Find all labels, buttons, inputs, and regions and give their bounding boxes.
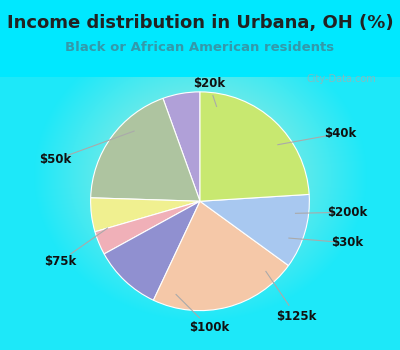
Wedge shape <box>95 201 200 254</box>
Wedge shape <box>163 92 200 201</box>
Text: $50k: $50k <box>40 153 72 166</box>
Text: $40k: $40k <box>324 127 356 140</box>
Text: $100k: $100k <box>189 321 229 334</box>
Wedge shape <box>200 92 309 201</box>
Text: $20k: $20k <box>193 77 225 90</box>
Text: $200k: $200k <box>328 206 368 219</box>
Wedge shape <box>91 198 200 232</box>
Wedge shape <box>91 98 200 201</box>
Text: City-Data.com: City-Data.com <box>306 74 376 84</box>
Text: Income distribution in Urbana, OH (%): Income distribution in Urbana, OH (%) <box>7 14 393 32</box>
Wedge shape <box>200 194 309 266</box>
Text: $75k: $75k <box>44 255 76 268</box>
Wedge shape <box>154 201 288 310</box>
Text: $125k: $125k <box>276 310 316 323</box>
Text: $30k: $30k <box>332 236 364 249</box>
Wedge shape <box>104 201 200 300</box>
Text: Black or African American residents: Black or African American residents <box>66 41 334 54</box>
